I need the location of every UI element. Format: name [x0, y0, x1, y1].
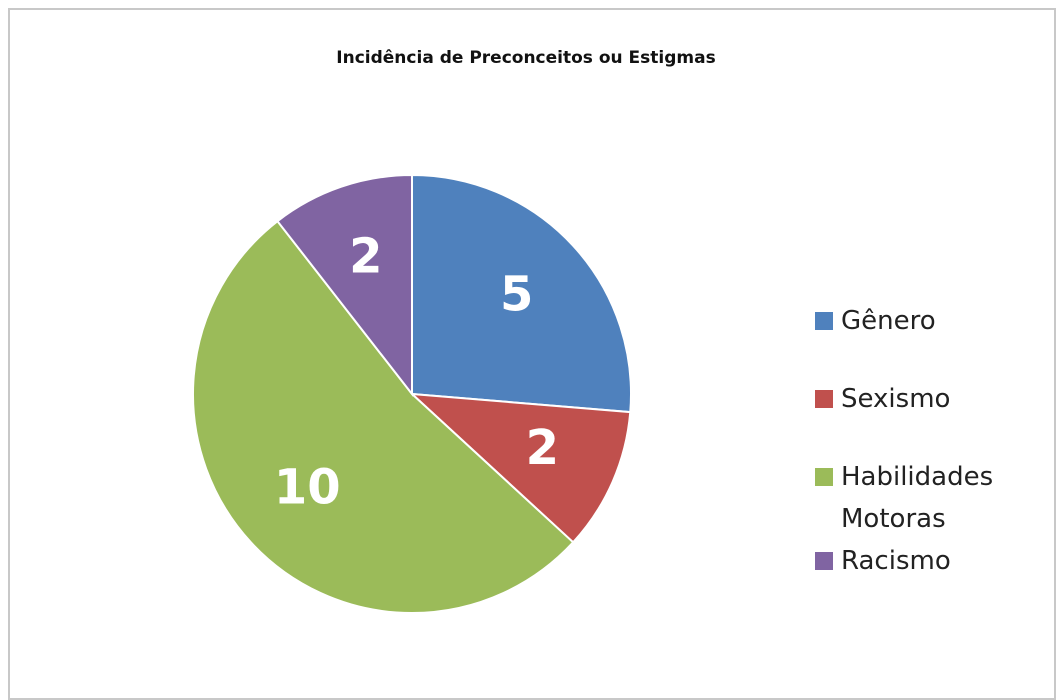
pie-slice — [192, 219, 575, 614]
legend-label: Gênero — [841, 306, 936, 336]
legend-swatch — [815, 468, 833, 486]
pie-slice — [276, 173, 413, 397]
chart-title: Incidência de Preconceitos ou Estigmas — [336, 48, 715, 68]
legend-label: Sexismo — [841, 384, 951, 414]
data-label: 2 — [526, 420, 559, 476]
data-label: 5 — [500, 267, 533, 323]
legend-item: Racismo — [815, 540, 1015, 582]
legend: Gênero Sexismo Habilidades Motoras Racismo — [815, 300, 1015, 618]
data-label: 2 — [349, 228, 382, 284]
legend-swatch — [815, 390, 833, 408]
legend-item: Habilidades Motoras — [815, 456, 1015, 540]
pie-slice — [409, 392, 632, 544]
legend-item: Gênero — [815, 300, 1015, 342]
legend-label: Racismo — [841, 546, 951, 576]
legend-swatch — [815, 312, 833, 330]
pie-slice — [411, 173, 632, 414]
legend-item: Sexismo — [815, 378, 1015, 420]
data-label: 10 — [274, 459, 341, 515]
legend-swatch — [815, 552, 833, 570]
legend-label: Habilidades Motoras — [841, 462, 994, 534]
